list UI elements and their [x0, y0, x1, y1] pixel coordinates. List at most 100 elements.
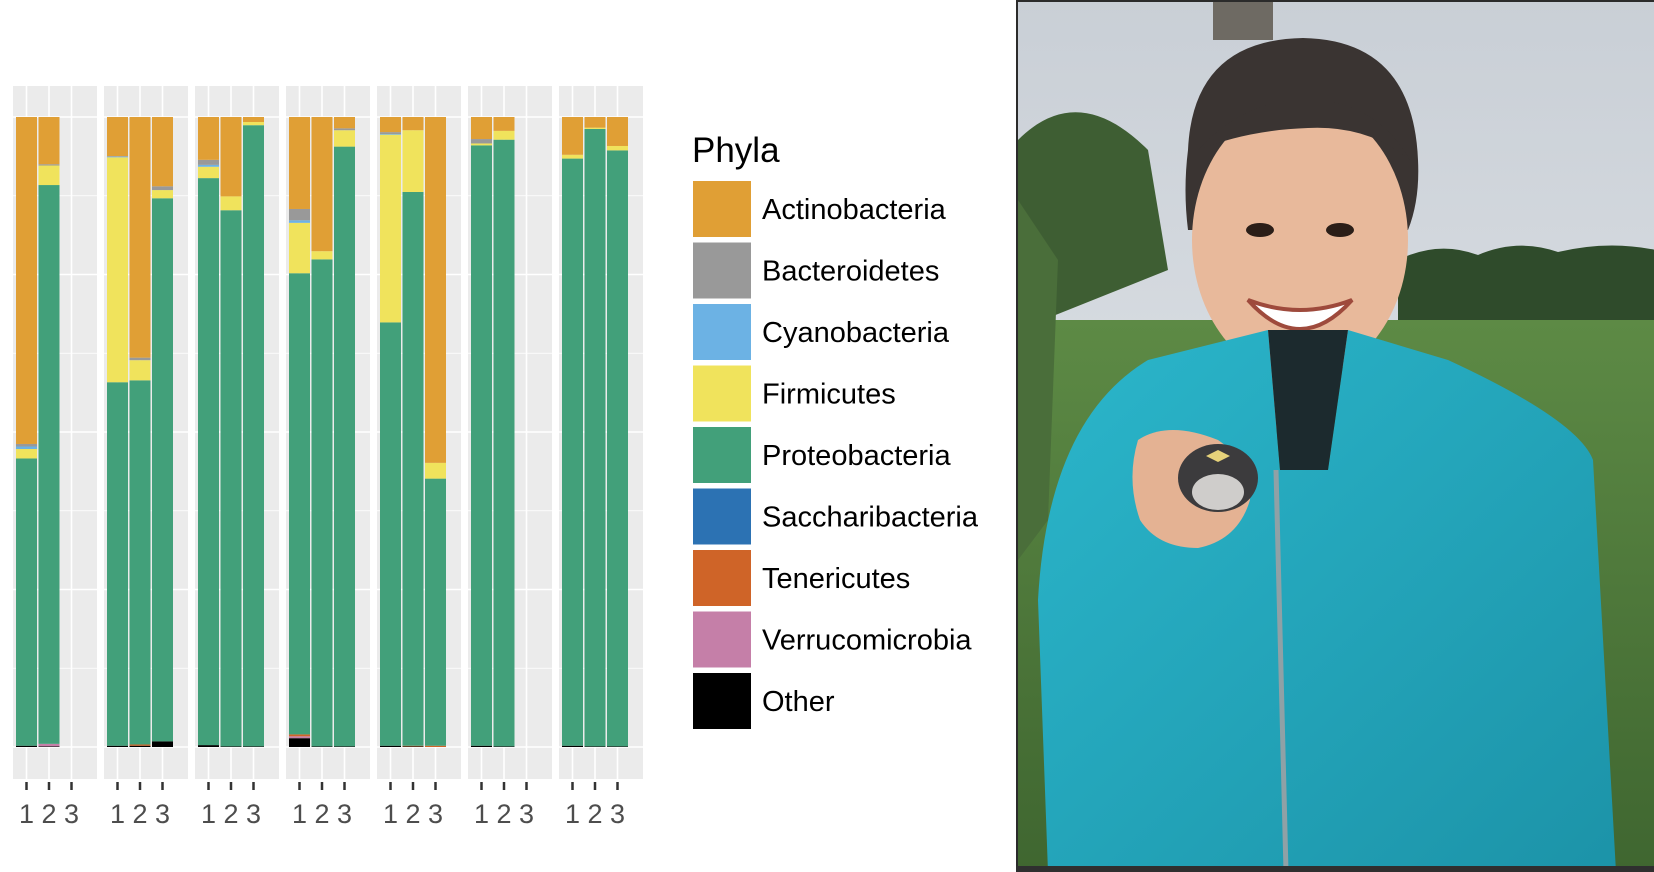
- legend-label-verrucomicrobia: Verrucomicrobia: [762, 625, 972, 657]
- bar-segment-other: [152, 741, 173, 747]
- bar-segment-actinobacteria: [334, 117, 355, 129]
- bar-segment-proteobacteria: [107, 382, 128, 746]
- bird-belly: [1192, 474, 1244, 510]
- bar-segment-bacteroidetes: [334, 128, 355, 131]
- x-tick-label: 1: [19, 799, 34, 829]
- legend-label-other: Other: [762, 686, 835, 718]
- bar-segment-firmicutes: [493, 130, 515, 140]
- bar-segment-firmicutes: [584, 127, 606, 129]
- x-tick-label: 1: [474, 799, 489, 829]
- bar-segment-other: [243, 746, 264, 747]
- bar-segment-cyanobacteria: [380, 134, 401, 135]
- x-tick-label: 2: [496, 799, 511, 829]
- legend-label-firmicutes: Firmicutes: [762, 379, 896, 411]
- legend-label-tenericutes: Tenericutes: [762, 563, 910, 595]
- bar-segment-tenericutes: [425, 745, 446, 747]
- bar-segment-other: [198, 745, 219, 747]
- bar-segment-tenericutes: [129, 744, 151, 746]
- bar-segment-actinobacteria: [107, 117, 128, 157]
- bar-segment-firmicutes: [152, 190, 173, 199]
- bar-segment-bacteroidetes: [129, 357, 151, 361]
- bar-segment-actinobacteria: [198, 117, 219, 160]
- bar-segment-tenericutes: [289, 734, 310, 737]
- left-vegetation: [1018, 200, 1058, 560]
- x-tick-label: 3: [246, 799, 261, 829]
- bar-segment-firmicutes: [311, 251, 333, 260]
- bar-1: [16, 117, 37, 747]
- bar-segment-actinobacteria: [243, 117, 264, 123]
- bar-segment-proteobacteria: [38, 185, 60, 744]
- bar-2: [584, 117, 606, 747]
- bar-segment-actinobacteria: [311, 117, 333, 252]
- chart-panels: [13, 86, 643, 779]
- bar-segment-bacteroidetes: [198, 159, 219, 165]
- bar-3: [607, 117, 628, 747]
- x-tick-label: 2: [41, 799, 56, 829]
- bar-2: [129, 117, 151, 747]
- x-tick-label: 3: [64, 799, 79, 829]
- bar-segment-other: [107, 745, 128, 747]
- photo-top-border: [1018, 0, 1654, 2]
- bar-2: [220, 117, 242, 747]
- x-tick-label: 3: [428, 799, 443, 829]
- bar-3: [334, 117, 355, 747]
- x-tick-label: 2: [587, 799, 602, 829]
- bar-segment-firmicutes: [607, 145, 628, 151]
- bar-segment-actinobacteria: [425, 117, 446, 463]
- bar-segment-proteobacteria: [129, 380, 151, 745]
- bar-segment-proteobacteria: [425, 478, 446, 746]
- bar-segment-other: [402, 746, 424, 747]
- legend: Phyla Actinobacteria Bacteroidetes Cyanoba…: [692, 131, 979, 729]
- bar-segment-proteobacteria: [220, 210, 242, 747]
- bar-segment-proteobacteria: [334, 146, 355, 747]
- bar-segment-actinobacteria: [584, 117, 606, 128]
- legend-key-saccharibacteria: [693, 488, 751, 545]
- bar-segment-firmicutes: [38, 165, 60, 186]
- tree-line: [1398, 245, 1654, 340]
- bar-segment-proteobacteria: [152, 198, 173, 742]
- field-photo: [1016, 0, 1654, 872]
- bird-beak: [1206, 450, 1230, 462]
- bar-segment-other: [334, 746, 355, 747]
- bar-2: [38, 117, 60, 747]
- bar-segment-actinobacteria: [607, 117, 628, 146]
- shirt: [1268, 330, 1348, 470]
- bar-segment-bacteroidetes: [380, 132, 401, 135]
- bar-segment-actinobacteria: [471, 117, 492, 140]
- bar-segment-actinobacteria: [38, 117, 60, 165]
- photo-bottom-bar: [1016, 866, 1654, 872]
- bar-segment-tenericutes: [402, 745, 424, 747]
- legend-title: Phyla: [692, 131, 780, 170]
- bar-2: [402, 117, 424, 747]
- bar-segment-actinobacteria: [16, 117, 37, 444]
- right-eye: [1326, 223, 1354, 237]
- legend-key-proteobacteria: [693, 427, 751, 483]
- x-tick-label: 2: [314, 799, 329, 829]
- smile: [1246, 298, 1354, 331]
- bar-segment-proteobacteria: [243, 125, 264, 747]
- left-eye: [1246, 223, 1274, 237]
- bar-segment-other: [16, 745, 37, 747]
- bar-segment-firmicutes: [16, 449, 37, 459]
- bar-segment-proteobacteria: [493, 139, 515, 747]
- bar-segment-firmicutes: [402, 130, 424, 192]
- face: [1192, 102, 1408, 378]
- bar-segment-firmicutes: [198, 166, 219, 179]
- legend-key-other: [693, 673, 751, 729]
- bar-segment-firmicutes: [289, 222, 310, 274]
- legend-label-cyanobacteria: Cyanobacteria: [762, 317, 950, 349]
- bar-segment-verrucomicrobia: [289, 736, 310, 739]
- background-post: [1213, 0, 1273, 40]
- bar-segment-proteobacteria: [380, 322, 401, 746]
- legend-label-bacteroidetes: Bacteroidetes: [762, 256, 939, 288]
- bar-2: [493, 117, 515, 747]
- bar-1: [380, 117, 401, 747]
- bar-segment-bacteroidetes: [471, 139, 492, 144]
- bar-1: [107, 117, 128, 747]
- x-tick-label: 1: [565, 799, 580, 829]
- bar-segment-proteobacteria: [607, 150, 628, 747]
- bar-3: [152, 117, 173, 747]
- bar-segment-firmicutes: [425, 462, 446, 479]
- x-tick-label: 1: [383, 799, 398, 829]
